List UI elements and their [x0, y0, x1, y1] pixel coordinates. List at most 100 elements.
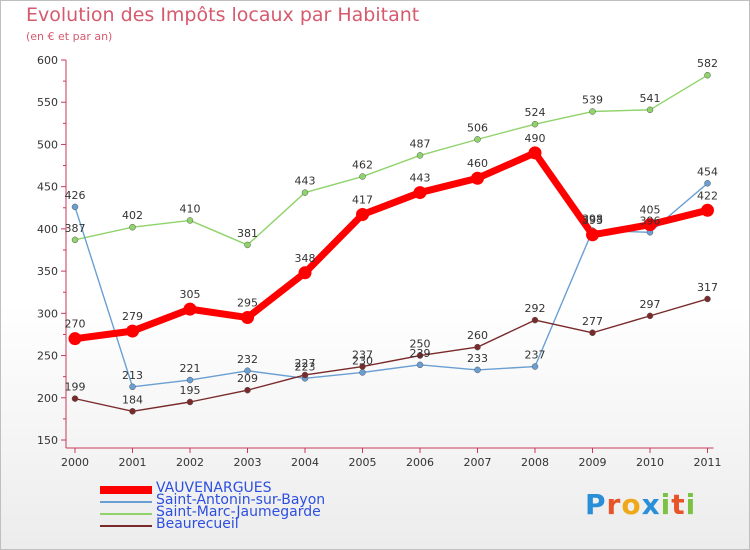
data-point: [474, 136, 481, 143]
data-label: 539: [582, 94, 603, 107]
series-line-1: [74, 182, 709, 388]
y-tick-label: 450: [37, 181, 58, 194]
data-point: [301, 371, 309, 379]
data-label: 422: [697, 189, 718, 202]
legend-swatch: [100, 486, 152, 494]
data-point: [244, 386, 251, 394]
x-tick-label: 2008: [521, 456, 549, 469]
data-label: 223: [295, 360, 316, 373]
data-label: 460: [467, 157, 488, 170]
logo-letter: i: [685, 488, 697, 521]
data-label: 348: [295, 252, 316, 265]
legend-label: Beaurecueil: [156, 516, 239, 532]
data-point: [528, 146, 542, 160]
data-label: 524: [525, 106, 546, 119]
data-point: [416, 361, 424, 369]
data-point: [416, 152, 424, 159]
x-tick-label: 2009: [579, 456, 607, 469]
series-points: [68, 71, 714, 415]
y-tick-label: 600: [37, 54, 58, 67]
data-point: [186, 376, 194, 384]
data-label: 541: [640, 92, 661, 105]
data-label: 462: [352, 159, 373, 172]
x-tick-label: 2010: [636, 456, 664, 469]
legend-swatch: [100, 525, 152, 527]
data-label: 232: [237, 353, 258, 366]
data-label: 454: [697, 165, 718, 178]
legend-label: VAUVENARGUES: [156, 480, 272, 496]
data-point: [359, 173, 366, 180]
data-label: 295: [237, 297, 258, 310]
data-point: [71, 395, 79, 402]
data-label: 381: [237, 227, 258, 240]
data-label: 199: [65, 381, 86, 394]
data-point: [589, 329, 596, 337]
data-label: 387: [65, 222, 86, 235]
data-point: [183, 302, 197, 316]
data-label: 195: [180, 384, 201, 397]
data-label: 393: [582, 214, 603, 227]
legend-label: Saint-Antonin-sur-Bayon: [156, 492, 326, 508]
data-point: [359, 369, 366, 376]
data-label: 402: [122, 209, 143, 222]
series-line-0: [71, 149, 711, 343]
data-point: [244, 367, 251, 375]
data-point: [301, 189, 309, 196]
y-tick-label: 500: [37, 138, 58, 151]
y-tick-label: 200: [37, 392, 58, 405]
data-label: 209: [237, 372, 258, 385]
x-tick-label: 2011: [694, 456, 722, 469]
data-label: 490: [525, 132, 546, 145]
data-labels: 387 402 410 381 443 462 487 506 524 539 541 582 426 2…: [65, 57, 719, 406]
data-label: 237: [525, 349, 546, 362]
data-label: 227: [295, 357, 316, 370]
data-label: 233: [467, 352, 488, 365]
data-label: 270: [65, 318, 86, 331]
data-label: 279: [122, 310, 143, 323]
series-line-2: [74, 74, 709, 246]
data-point: [474, 343, 481, 351]
data-point: [129, 408, 136, 415]
data-point: [298, 266, 312, 280]
data-point: [126, 324, 139, 338]
data-point: [704, 180, 711, 187]
data-point: [68, 332, 82, 346]
data-point: [71, 236, 79, 244]
logo-letter: r: [606, 488, 622, 521]
data-point: [416, 352, 424, 359]
data-label: 396: [640, 214, 661, 227]
legend-swatch: [100, 501, 152, 503]
data-point: [186, 217, 194, 224]
data-label: 230: [352, 354, 373, 367]
data-label: 417: [352, 194, 373, 207]
data-point: [71, 203, 79, 211]
data-point: [701, 203, 714, 217]
data-point: [646, 106, 654, 114]
x-tick-label: 2007: [464, 456, 492, 469]
y-tick-label: 300: [37, 307, 58, 320]
y-tick-label: 250: [37, 350, 58, 363]
chart-subtitle: (en € et par an): [26, 30, 113, 43]
data-point: [241, 311, 254, 325]
data-label: 292: [525, 302, 546, 315]
x-tick-label: 2004: [291, 456, 319, 469]
data-point: [356, 208, 369, 222]
data-point: [531, 316, 539, 324]
chart-title: Evolution des Impôts locaux par Habitant: [26, 4, 420, 26]
data-label: 405: [640, 204, 661, 217]
axes: 150 200 250 300 350 400 450 500 550 600 2000 2001 20…: [37, 54, 722, 469]
data-point: [704, 71, 711, 79]
data-label: 317: [697, 281, 718, 294]
data-point: [129, 223, 136, 231]
x-tick-label: 2000: [61, 456, 89, 469]
logo-letter: t: [671, 488, 686, 521]
data-point: [413, 186, 427, 200]
data-label: 426: [65, 189, 86, 202]
x-tick-label: 2005: [349, 456, 377, 469]
data-point: [186, 398, 194, 406]
data-point: [129, 383, 136, 391]
data-point: [586, 228, 599, 242]
data-label: 221: [180, 362, 201, 375]
